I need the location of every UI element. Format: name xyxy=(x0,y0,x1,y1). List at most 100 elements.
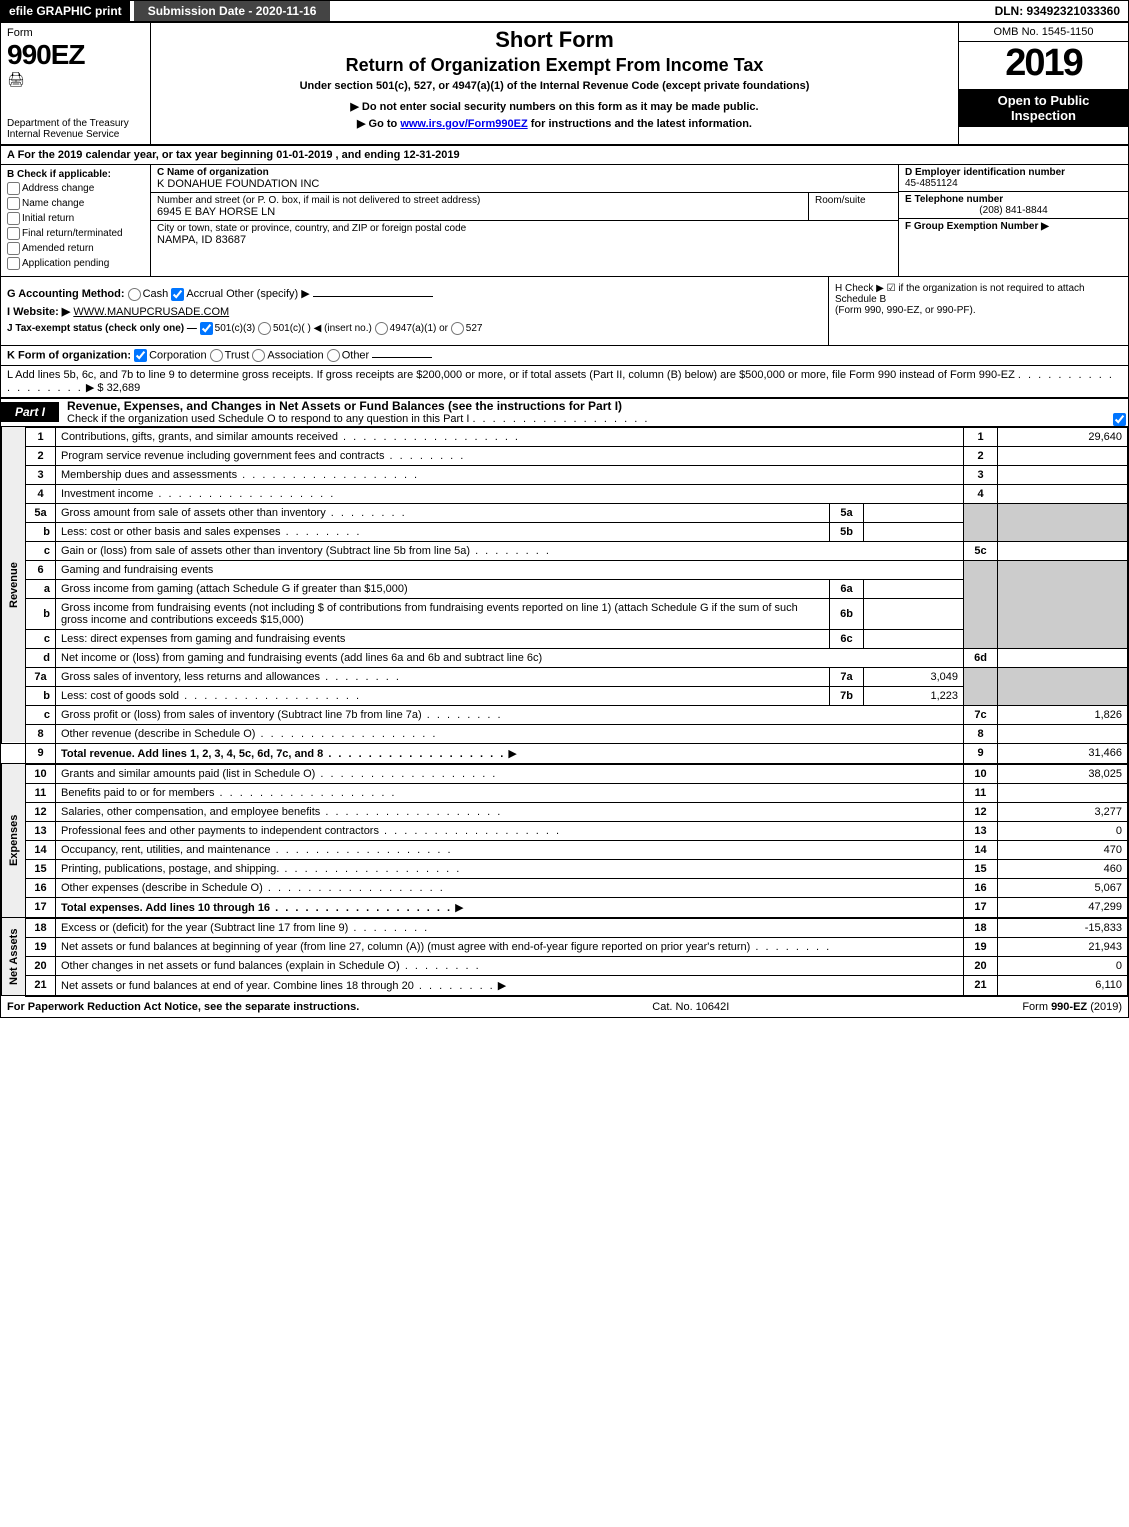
ln7b-desc: Less: cost of goods sold xyxy=(61,690,361,702)
chk-501c[interactable] xyxy=(258,322,271,335)
ln6a-no: a xyxy=(26,579,56,598)
ln9-lbl: 9 xyxy=(964,743,998,764)
chk-final-return[interactable] xyxy=(7,227,20,240)
ln6b-desc: Gross income from fundraising events (no… xyxy=(56,598,830,629)
chk-address-change[interactable] xyxy=(7,182,20,195)
side-revenue: Revenue xyxy=(2,427,26,743)
col-b: B Check if applicable: Address change Na… xyxy=(1,165,151,276)
chk-association[interactable] xyxy=(252,349,265,362)
ln20-lbl: 20 xyxy=(964,956,998,975)
chk-trust[interactable] xyxy=(210,349,223,362)
part1-header: Part I Revenue, Expenses, and Changes in… xyxy=(1,399,1128,427)
b-opt4: Final return/terminated xyxy=(22,228,123,239)
ln6d-lbl: 6d xyxy=(964,648,998,667)
a-mid: , and ending xyxy=(332,149,403,161)
ln3-no: 3 xyxy=(26,465,56,484)
efile-print-button[interactable]: efile GRAPHIC print xyxy=(1,1,130,21)
ln16-desc: Other expenses (describe in Schedule O) xyxy=(61,882,445,894)
ln7b-sval: 1,223 xyxy=(864,686,964,705)
chk-501c3[interactable] xyxy=(200,322,213,335)
goto-post: for instructions and the latest informat… xyxy=(528,118,752,130)
ln4-desc: Investment income xyxy=(61,488,335,500)
ln3-val xyxy=(998,465,1128,484)
form-number: 990EZ xyxy=(7,39,144,71)
website-link[interactable]: WWW.MANUPCRUSADE.COM xyxy=(73,306,229,318)
chk-527[interactable] xyxy=(451,322,464,335)
ln14-no: 14 xyxy=(26,840,56,859)
ln19-val: 21,943 xyxy=(998,937,1128,956)
form-page: efile GRAPHIC print Submission Date - 20… xyxy=(0,0,1129,1018)
footer-right-post: (2019) xyxy=(1087,1001,1122,1013)
h-line1: H Check ▶ ☑ if the organization is not r… xyxy=(835,283,1122,305)
radio-cash[interactable] xyxy=(128,288,141,301)
ln6c-slbl: 6c xyxy=(830,629,864,648)
chk-other-org[interactable] xyxy=(327,349,340,362)
ln6-desc: Gaming and fundraising events xyxy=(56,560,964,579)
ln15-lbl: 15 xyxy=(964,859,998,878)
b-opt6: Application pending xyxy=(22,258,109,269)
ln7a-no: 7a xyxy=(26,667,56,686)
ln5a-sval xyxy=(864,503,964,522)
ln20-val: 0 xyxy=(998,956,1128,975)
b-opt1: Address change xyxy=(22,183,94,194)
ln14-desc: Occupancy, rent, utilities, and maintena… xyxy=(61,844,453,856)
i-label: I Website: ▶ xyxy=(7,306,70,318)
l-text: L Add lines 5b, 6c, and 7b to line 9 to … xyxy=(7,369,1015,381)
a-end: 12-31-2019 xyxy=(403,149,459,161)
b-opt5: Amended return xyxy=(22,243,94,254)
k-label: K Form of organization: xyxy=(7,349,131,361)
ln6c-no: c xyxy=(26,629,56,648)
ln2-no: 2 xyxy=(26,446,56,465)
ln9-val: 31,466 xyxy=(998,743,1128,764)
ln6d-val xyxy=(998,648,1128,667)
ln4-lbl: 4 xyxy=(964,484,998,503)
ln6a-slbl: 6a xyxy=(830,579,864,598)
ln18-desc: Excess or (deficit) for the year (Subtra… xyxy=(61,922,429,934)
submission-date-button[interactable]: Submission Date - 2020-11-16 xyxy=(134,1,331,21)
a-begin: 01-01-2019 xyxy=(276,149,332,161)
ln7c-lbl: 7c xyxy=(964,705,998,724)
b-opt3: Initial return xyxy=(22,213,74,224)
chk-4947[interactable] xyxy=(375,322,388,335)
subtitle-goto: ▶ Go to www.irs.gov/Form990EZ for instru… xyxy=(157,117,952,130)
street-label: Number and street (or P. O. box, if mail… xyxy=(157,195,796,206)
chk-application-pending[interactable] xyxy=(7,257,20,270)
j-o2b: ◀ (insert no.) xyxy=(314,323,372,334)
tax-year: 2019 xyxy=(959,42,1128,85)
ln11-no: 11 xyxy=(26,783,56,802)
ln21-lbl: 21 xyxy=(964,975,998,996)
ln5c-lbl: 5c xyxy=(964,541,998,560)
irs-link[interactable]: www.irs.gov/Form990EZ xyxy=(400,118,527,130)
ln18-no: 18 xyxy=(26,918,56,938)
k-o2: Trust xyxy=(225,349,250,361)
form-header: Form 990EZ 🖨 Department of the Treasury … xyxy=(1,21,1128,146)
ln5c-no: c xyxy=(26,541,56,560)
room-label: Room/suite xyxy=(808,193,898,220)
chk-schedule-o[interactable] xyxy=(1113,413,1126,426)
footer-mid: Cat. No. 10642I xyxy=(652,1001,729,1013)
ln10-no: 10 xyxy=(26,764,56,784)
chk-amended-return[interactable] xyxy=(7,242,20,255)
row-l: L Add lines 5b, 6c, and 7b to line 9 to … xyxy=(1,366,1128,399)
ln7c-desc: Gross profit or (loss) from sales of inv… xyxy=(61,709,503,721)
chk-initial-return[interactable] xyxy=(7,212,20,225)
ln5c-val xyxy=(998,541,1128,560)
chk-corporation[interactable] xyxy=(134,349,147,362)
k-o1: Corporation xyxy=(149,349,206,361)
ln19-lbl: 19 xyxy=(964,937,998,956)
title-return: Return of Organization Exempt From Incom… xyxy=(157,55,952,76)
ln5b-slbl: 5b xyxy=(830,522,864,541)
ln9-desc: Total revenue. Add lines 1, 2, 3, 4, 5c,… xyxy=(61,748,505,760)
ln15-no: 15 xyxy=(26,859,56,878)
ln5a-desc: Gross amount from sale of assets other t… xyxy=(61,507,407,519)
radio-accrual[interactable] xyxy=(171,288,184,301)
chk-name-change[interactable] xyxy=(7,197,20,210)
b-opt2: Name change xyxy=(22,198,84,209)
ln14-lbl: 14 xyxy=(964,840,998,859)
ln6b-sval xyxy=(864,598,964,629)
phone-value: (208) 841-8844 xyxy=(905,205,1122,216)
ln7c-no: c xyxy=(26,705,56,724)
ln10-desc: Grants and similar amounts paid (list in… xyxy=(61,768,497,780)
ln12-no: 12 xyxy=(26,802,56,821)
ln5b-no: b xyxy=(26,522,56,541)
